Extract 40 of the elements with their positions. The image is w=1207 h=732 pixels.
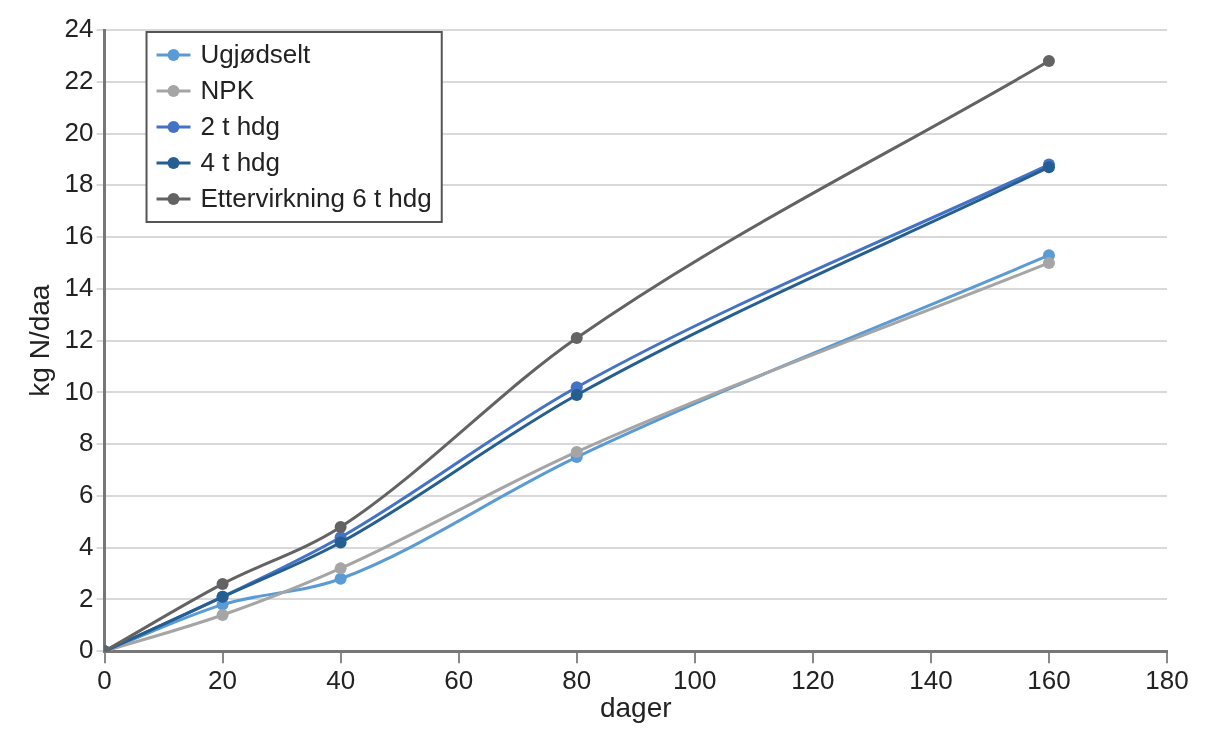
y-tick-label: 14 bbox=[64, 272, 94, 303]
x-tick-label: 120 bbox=[791, 664, 835, 695]
y-tick-label: 16 bbox=[64, 220, 94, 251]
y-tick-label: 4 bbox=[79, 530, 94, 561]
y-tick-label: 12 bbox=[64, 323, 94, 354]
y-tick-label: 20 bbox=[64, 116, 94, 147]
legend-label: NPK bbox=[200, 75, 255, 106]
legend-label: 4 t hdg bbox=[200, 147, 281, 178]
y-tick-label: 6 bbox=[79, 479, 94, 510]
point bbox=[216, 608, 229, 621]
point bbox=[216, 577, 229, 590]
y-tick-label: 2 bbox=[79, 582, 94, 613]
y-tick-label: 8 bbox=[79, 427, 94, 458]
x-tick-label: 180 bbox=[1145, 664, 1189, 695]
x-tick-label: 40 bbox=[326, 664, 356, 695]
point bbox=[1042, 256, 1055, 269]
x-tick-label: 160 bbox=[1027, 664, 1071, 695]
y-tick-label: 22 bbox=[64, 64, 94, 95]
x-tick-label: 100 bbox=[673, 664, 717, 695]
y-axis-title: kg N/daa bbox=[23, 284, 55, 397]
legend-label: Ettervirkning 6 t hdg bbox=[200, 183, 432, 214]
y-tick-label: 0 bbox=[79, 634, 94, 665]
point bbox=[570, 332, 583, 345]
legend-label: 2 t hdg bbox=[200, 111, 281, 142]
x-tick-label: 60 bbox=[444, 664, 474, 695]
y-tick-label: 24 bbox=[64, 13, 94, 44]
y-tick-label: 18 bbox=[64, 168, 94, 199]
x-tick-label: 20 bbox=[208, 664, 238, 695]
point bbox=[570, 388, 583, 401]
point bbox=[334, 572, 347, 585]
y-tick-label: 10 bbox=[64, 375, 94, 406]
point bbox=[334, 520, 347, 533]
point bbox=[334, 536, 347, 549]
point bbox=[334, 562, 347, 575]
x-tick-label: 140 bbox=[909, 664, 953, 695]
point bbox=[570, 445, 583, 458]
point bbox=[1042, 55, 1055, 68]
x-tick-label: 80 bbox=[562, 664, 592, 695]
legend-label: Ugjødselt bbox=[200, 39, 312, 70]
x-axis-title: dager bbox=[599, 691, 672, 723]
